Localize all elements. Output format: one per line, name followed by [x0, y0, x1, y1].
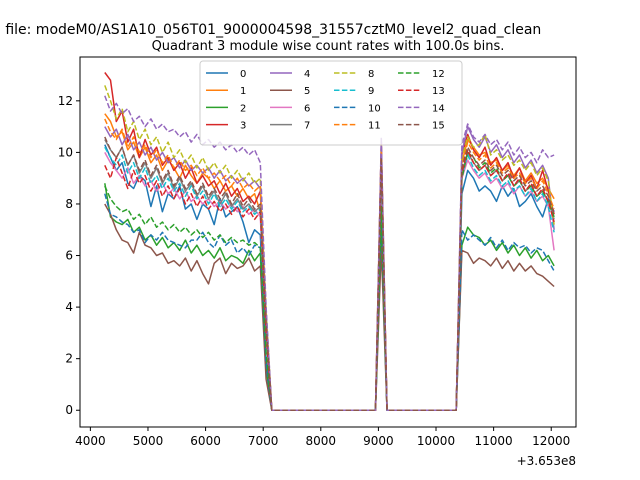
x-tick-label: 10000 [417, 434, 455, 448]
legend-label: 6 [304, 103, 310, 114]
legend-label: 7 [304, 121, 310, 132]
series-line-9 [104, 146, 555, 411]
y-tick-label: 12 [58, 94, 73, 108]
series-lines [104, 72, 555, 411]
legend-box [199, 60, 463, 146]
legend-label: 3 [240, 121, 246, 132]
x-axis: 4000 5000 6000 7000 8000 9000 10000 11000 12000 [75, 427, 570, 448]
legend-label: 2 [240, 103, 246, 114]
legend-label: 13 [432, 86, 445, 97]
y-tick-label: 8 [65, 197, 73, 211]
plot-frame [79, 56, 577, 428]
x-tick-label: 9000 [363, 434, 394, 448]
chart-title: Quadrant 3 module wise count rates with … [152, 39, 505, 54]
legend-label: 0 [240, 69, 246, 80]
legend-label: 11 [368, 121, 381, 132]
legend-label: 10 [368, 103, 381, 114]
legend-label: 5 [304, 86, 310, 97]
y-tick-label: 0 [65, 403, 73, 417]
series-line-3 [104, 72, 555, 411]
legend-label: 15 [432, 121, 445, 132]
x-offset-text: +3.653e8 [517, 454, 576, 468]
series-line-14 [104, 95, 555, 411]
series-line-6 [104, 152, 555, 411]
x-tick-label: 6000 [190, 434, 221, 448]
series-line-15 [104, 136, 555, 411]
y-axis: 0 2 4 6 8 10 12 [58, 94, 80, 417]
legend-label: 8 [368, 69, 374, 80]
series-line-12 [104, 151, 555, 411]
series-line-13 [104, 149, 555, 411]
x-tick-label: 11000 [475, 434, 513, 448]
series-line-7 [104, 139, 555, 411]
x-tick-label: 8000 [306, 434, 337, 448]
series-line-5 [104, 203, 555, 411]
x-tick-label: 5000 [133, 434, 164, 448]
y-tick-label: 6 [65, 249, 73, 263]
legend-label: 9 [368, 86, 374, 97]
y-tick-label: 4 [65, 300, 73, 314]
series-line-8 [104, 85, 555, 411]
x-tick-label: 12000 [532, 434, 570, 448]
series-line-2 [104, 183, 555, 411]
y-tick-label: 2 [65, 352, 73, 366]
series-line-10 [104, 193, 555, 411]
legend-label: 12 [432, 69, 445, 80]
series-line-4 [104, 125, 555, 411]
legend-label: 1 [240, 86, 246, 97]
x-tick-label: 7000 [248, 434, 279, 448]
series-line-11 [104, 118, 555, 411]
y-tick-label: 10 [58, 145, 73, 159]
legend-label: 14 [432, 103, 445, 114]
x-tick-label: 4000 [75, 434, 106, 448]
legend-label: 4 [304, 69, 310, 80]
suptitle: n file: modeM0/AS1A10_056T01_9000004598_… [0, 22, 541, 38]
